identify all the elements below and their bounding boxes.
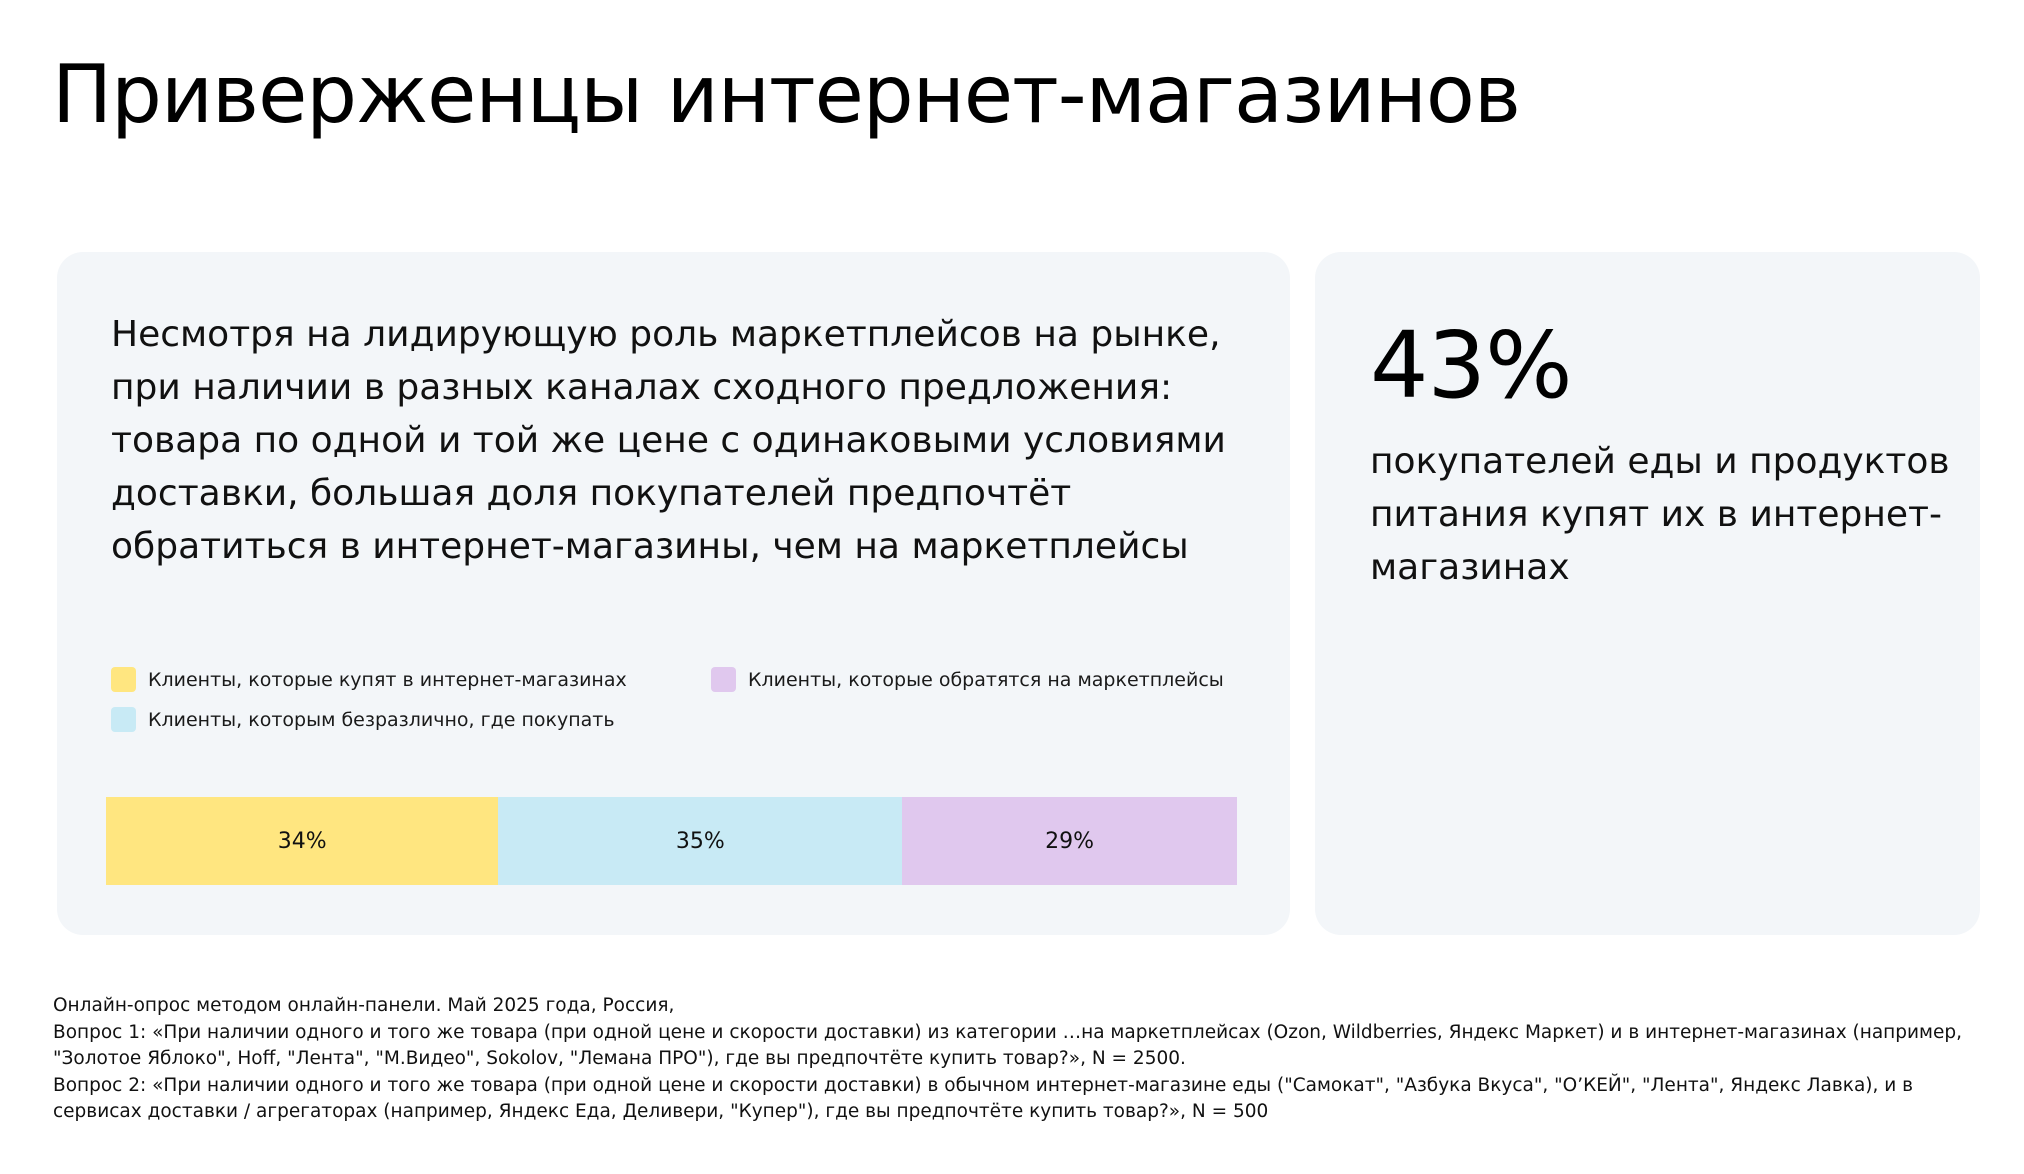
legend-label: Клиенты, которые обратятся на маркетплей… [748, 668, 1224, 691]
stacked-bar: 34% 35% 29% [106, 797, 1237, 885]
legend-swatch [711, 667, 736, 692]
footnote-method: Онлайн-опрос методом онлайн-панели. Май … [53, 995, 675, 1016]
legend-label: Клиенты, которым безразлично, где покупа… [148, 708, 615, 731]
bar-segment-marketplaces: 29% [902, 797, 1237, 885]
legend-item-online-stores: Клиенты, которые купят в интернет-магази… [111, 667, 627, 692]
page-title: Приверженцы интернет-магазинов [52, 48, 1521, 141]
legend-label: Клиенты, которые купят в интернет-магази… [148, 668, 627, 691]
footnotes: Онлайн-опрос методом онлайн-панели. Май … [53, 993, 1983, 1126]
chart-card: Несмотря на лидирующую роль маркетплейсо… [57, 252, 1290, 935]
footnote-question-2: Вопрос 2: «При наличии одного и того же … [53, 1074, 1914, 1123]
highlight-value: 43% [1370, 312, 1572, 419]
legend-swatch [111, 707, 136, 732]
chart-legend: Клиенты, которые купят в интернет-магази… [111, 667, 1251, 747]
legend-item-marketplaces: Клиенты, которые обратятся на маркетплей… [711, 667, 1224, 692]
bar-segment-online-stores: 34% [106, 797, 499, 885]
legend-item-indifferent: Клиенты, которым безразлично, где покупа… [111, 707, 615, 732]
footnote-question-1: Вопрос 1: «При наличии одного и того же … [53, 1021, 1962, 1070]
bar-segment-indifferent: 35% [498, 797, 903, 885]
legend-swatch [111, 667, 136, 692]
highlight-caption: покупателей еды и продуктов питания купя… [1370, 441, 1950, 588]
highlight-card: 43% покупателей еды и продуктов питания … [1315, 252, 1980, 935]
lead-text: Несмотря на лидирующую роль маркетплейсо… [111, 314, 1226, 567]
